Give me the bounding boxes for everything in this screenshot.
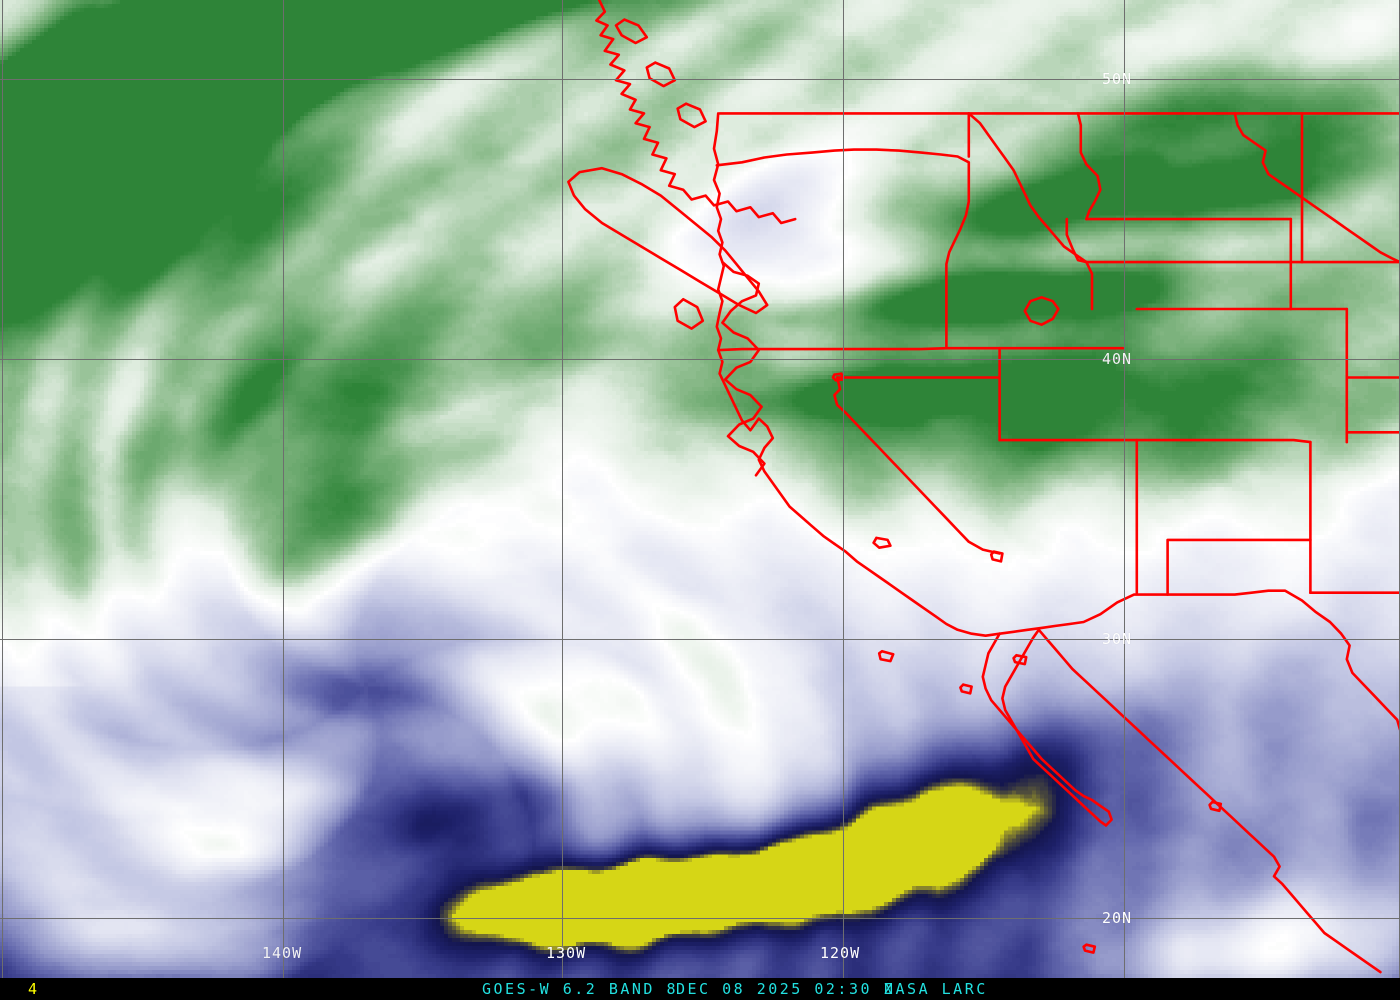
border-line	[959, 683, 973, 695]
political-borders	[567, 0, 1400, 974]
border-line	[877, 649, 895, 663]
latitude-label: 30N	[1102, 630, 1133, 648]
border-line	[718, 346, 948, 352]
satellite-imagery-panel	[0, 0, 1400, 978]
border-line	[712, 112, 726, 352]
border-line	[1166, 538, 1312, 596]
frame-number-label: 4	[28, 980, 40, 998]
border-line	[872, 536, 892, 550]
border-line	[1233, 112, 1400, 264]
gridline-longitude	[562, 0, 563, 978]
gridline-longitude	[1124, 0, 1125, 978]
gridline-latitude	[0, 639, 1400, 640]
gridline-latitude	[0, 359, 1400, 360]
border-line	[1208, 800, 1223, 813]
longitude-label: 120W	[820, 944, 861, 962]
product-label: GOES-W 6.2 BAND 8	[482, 980, 679, 998]
gridline-latitude	[0, 79, 1400, 80]
border-line	[1037, 628, 1382, 974]
gridline-longitude	[283, 0, 284, 978]
caption-bar: 4 GOES-W 6.2 BAND 8 DEC 08 2025 02:30 Z …	[0, 978, 1400, 1000]
border-line	[835, 376, 1001, 442]
border-line	[595, 0, 797, 225]
border-line	[721, 260, 766, 477]
water-vapor-raster	[0, 0, 1400, 978]
border-line	[1085, 260, 1094, 311]
border-line	[981, 632, 1113, 827]
border-line	[673, 297, 705, 330]
datetime-label: DEC 08 2025 02:30 Z	[676, 980, 896, 998]
border-line	[716, 348, 836, 546]
border-line	[645, 61, 677, 88]
gridline-latitude	[0, 918, 1400, 919]
longitude-label: 130W	[546, 944, 587, 962]
border-line	[567, 166, 769, 315]
longitude-label: 140W	[262, 944, 303, 962]
latitude-label: 20N	[1102, 909, 1133, 927]
gridline-longitude	[843, 0, 844, 978]
latitude-label: 50N	[1102, 70, 1133, 88]
border-line	[1082, 943, 1097, 954]
border-line	[998, 438, 1312, 444]
border-line	[989, 550, 1004, 563]
border-line	[1023, 295, 1060, 327]
border-line	[614, 18, 649, 45]
border-line	[1076, 112, 1102, 221]
agency-label: NASA LARC	[884, 980, 988, 998]
border-line	[833, 542, 1001, 638]
latitude-label: 40N	[1102, 350, 1133, 368]
map-vector-overlay	[567, 0, 1400, 974]
border-line	[833, 376, 1001, 555]
border-line	[1012, 653, 1028, 666]
border-line	[715, 148, 971, 350]
border-line	[1065, 217, 1088, 264]
border-line	[676, 102, 707, 129]
border-line	[967, 112, 1088, 264]
border-line	[1001, 628, 1108, 827]
border-line	[998, 589, 1400, 731]
border-line	[831, 372, 845, 382]
gridline-longitude	[2, 0, 3, 978]
